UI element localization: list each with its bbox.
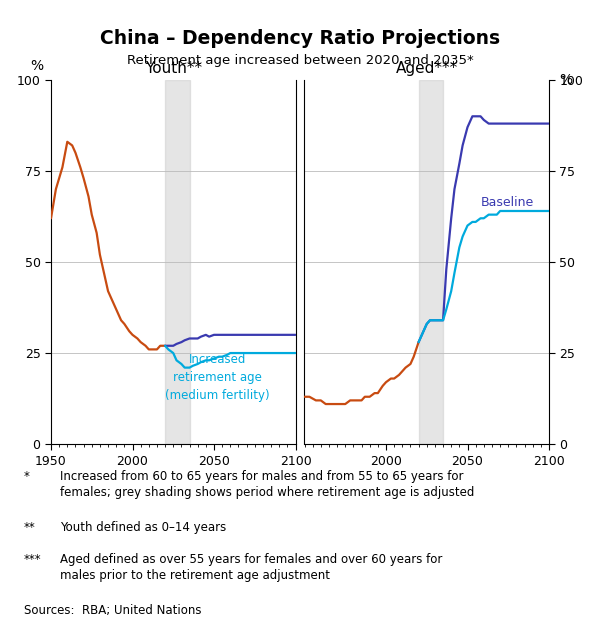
Text: ***: *** xyxy=(24,553,41,566)
Y-axis label: %: % xyxy=(560,73,572,87)
Text: Retirement age increased between 2020 and 2035*: Retirement age increased between 2020 an… xyxy=(127,54,473,67)
Y-axis label: %: % xyxy=(30,59,43,73)
Text: China – Dependency Ratio Projections: China – Dependency Ratio Projections xyxy=(100,29,500,48)
Text: *: * xyxy=(24,470,30,482)
Text: **: ** xyxy=(24,521,36,534)
Bar xyxy=(165,80,190,444)
Bar xyxy=(419,80,443,444)
Text: Aged defined as over 55 years for females and over 60 years for
males prior to t: Aged defined as over 55 years for female… xyxy=(60,553,442,582)
Text: Baseline: Baseline xyxy=(481,196,534,210)
Text: Increased from 60 to 65 years for males and from 55 to 65 years for
females; gre: Increased from 60 to 65 years for males … xyxy=(60,470,475,499)
Text: Youth**: Youth** xyxy=(145,61,202,76)
Text: Aged***: Aged*** xyxy=(395,61,458,76)
Text: Increased
retirement age
(medium fertility): Increased retirement age (medium fertili… xyxy=(165,353,269,402)
Text: Sources:  RBA; United Nations: Sources: RBA; United Nations xyxy=(24,604,202,617)
Text: Youth defined as 0–14 years: Youth defined as 0–14 years xyxy=(60,521,226,534)
